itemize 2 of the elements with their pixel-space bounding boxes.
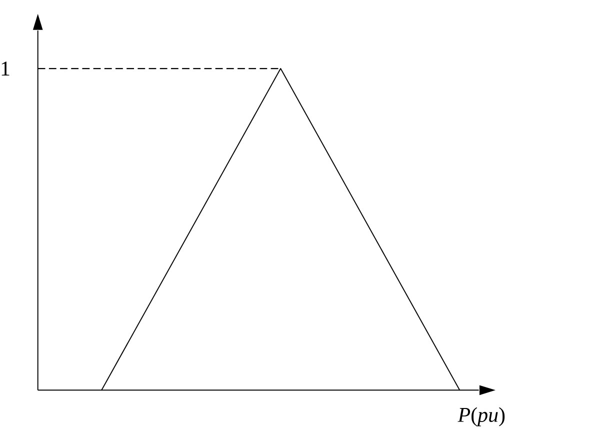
x-axis-title: P(pu) bbox=[458, 407, 505, 426]
ref-line-label: 1 bbox=[2, 61, 10, 76]
